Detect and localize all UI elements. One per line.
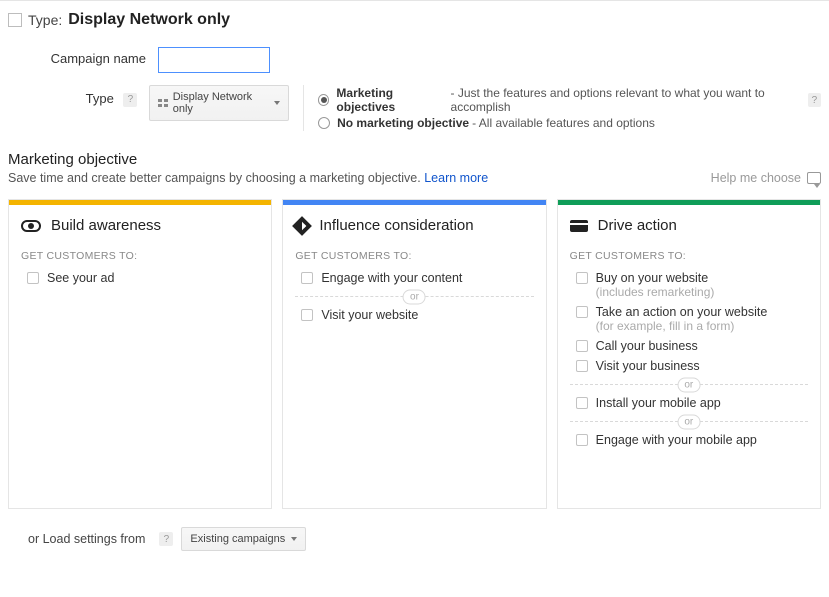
card-title: Build awareness	[51, 217, 161, 234]
page: Type: Display Network only Campaign name…	[0, 0, 829, 565]
card-subheading: GET CUSTOMERS TO:	[283, 244, 545, 268]
radio1-label: Marketing objectives	[336, 86, 447, 114]
objective-option[interactable]: Visit your website	[283, 305, 545, 325]
objective-card: Influence consideration GET CUSTOMERS TO:…	[282, 199, 546, 509]
eye-icon	[21, 220, 41, 232]
or-label: or	[677, 378, 700, 393]
checkbox[interactable]	[576, 397, 588, 409]
cc-icon	[570, 220, 588, 232]
objective-option[interactable]: Buy on your website (includes remarketin…	[558, 268, 820, 302]
objective-option-label: Call your business	[596, 339, 698, 353]
type-row: Type ? Display Network only Marketing ob…	[0, 77, 829, 137]
objective-option[interactable]: Engage with your mobile app	[558, 430, 820, 450]
checkbox[interactable]	[576, 340, 588, 352]
section-subtitle-wrap: Save time and create better campaigns by…	[8, 171, 488, 185]
checkbox[interactable]	[576, 434, 588, 446]
card-title: Drive action	[598, 217, 677, 234]
radio-marketing-objectives-row[interactable]: Marketing objectives - Just the features…	[318, 85, 821, 115]
existing-campaigns-dropdown[interactable]: Existing campaigns	[181, 527, 306, 551]
objective-option-label: Take an action on your website (for exam…	[596, 305, 768, 333]
load-settings-row: or Load settings from ? Existing campaig…	[0, 509, 829, 565]
diamond-icon	[292, 216, 312, 236]
grid-icon	[158, 99, 167, 107]
campaign-name-row: Campaign name	[0, 43, 829, 77]
objective-card: Build awareness GET CUSTOMERS TO: See your…	[8, 199, 272, 509]
existing-campaigns-label: Existing campaigns	[190, 533, 285, 545]
chevron-down-icon	[274, 101, 280, 105]
radio2-sub: - All available features and options	[472, 116, 655, 130]
type-label: Type ?	[8, 85, 149, 107]
objective-option[interactable]: Engage with your content	[283, 268, 545, 288]
marketing-objective-section: Marketing objective Save time and create…	[0, 137, 829, 191]
objective-option-label: Install your mobile app	[596, 396, 721, 410]
objective-option-label: Visit your website	[321, 308, 418, 322]
header-row: Type: Display Network only	[0, 1, 829, 43]
objective-option-label: Engage with your mobile app	[596, 433, 757, 447]
objective-option[interactable]: Visit your business	[558, 356, 820, 376]
layout-icon	[8, 13, 22, 27]
or-label: or	[403, 290, 426, 305]
checkbox[interactable]	[576, 272, 588, 284]
radio-marketing-objectives[interactable]	[318, 94, 329, 106]
or-divider: or	[295, 296, 533, 297]
objective-option[interactable]: Install your mobile app	[558, 393, 820, 413]
campaign-name-input[interactable]	[158, 47, 270, 73]
learn-more-link[interactable]: Learn more	[424, 171, 488, 185]
help-me-choose[interactable]: Help me choose	[711, 171, 821, 185]
section-title: Marketing objective	[8, 151, 821, 168]
type-label-text: Type	[86, 91, 114, 106]
campaign-name-label: Campaign name	[8, 47, 158, 66]
card-header: Drive action	[558, 205, 820, 244]
card-subheading: GET CUSTOMERS TO:	[9, 244, 271, 268]
checkbox[interactable]	[576, 306, 588, 318]
card-header: Influence consideration	[283, 205, 545, 244]
help-icon[interactable]: ?	[808, 93, 821, 107]
help-icon[interactable]: ?	[123, 93, 137, 107]
objective-option[interactable]: See your ad	[9, 268, 271, 288]
or-divider: or	[570, 384, 808, 385]
objective-option-label: See your ad	[47, 271, 114, 285]
card-title: Influence consideration	[319, 217, 473, 234]
or-divider: or	[570, 421, 808, 422]
or-label: or	[677, 415, 700, 430]
objective-card: Drive action GET CUSTOMERS TO: Buy on your…	[557, 199, 821, 509]
speech-icon	[807, 172, 821, 184]
checkbox[interactable]	[301, 309, 313, 321]
checkbox[interactable]	[576, 360, 588, 372]
load-settings-label: or Load settings from	[28, 532, 145, 546]
objective-option-sublabel: (includes remarketing)	[596, 285, 715, 299]
help-icon[interactable]: ?	[159, 532, 173, 546]
section-sub-row: Save time and create better campaigns by…	[8, 171, 821, 185]
section-subtitle: Save time and create better campaigns by…	[8, 171, 421, 185]
radio2-label: No marketing objective	[337, 116, 469, 130]
objective-option-label: Engage with your content	[321, 271, 462, 285]
card-subheading: GET CUSTOMERS TO:	[558, 244, 820, 268]
objective-option[interactable]: Call your business	[558, 336, 820, 356]
objective-option[interactable]: Take an action on your website (for exam…	[558, 302, 820, 336]
checkbox[interactable]	[27, 272, 39, 284]
objective-cards: Build awareness GET CUSTOMERS TO: See your…	[0, 191, 829, 509]
objective-option-sublabel: (for example, fill in a form)	[596, 319, 768, 333]
radio-no-objective[interactable]	[318, 117, 330, 129]
type-dropdown-label: Display Network only	[173, 91, 268, 115]
checkbox[interactable]	[301, 272, 313, 284]
help-me-choose-label: Help me choose	[711, 171, 801, 185]
card-header: Build awareness	[9, 205, 271, 244]
header-type-value: Display Network only	[68, 11, 230, 29]
objective-mode-radios: Marketing objectives - Just the features…	[303, 85, 821, 131]
radio1-sub: - Just the features and options relevant…	[451, 86, 804, 114]
objective-option-label: Buy on your website (includes remarketin…	[596, 271, 715, 299]
objective-option-label: Visit your business	[596, 359, 700, 373]
type-dropdown-button[interactable]: Display Network only	[149, 85, 289, 121]
radio-no-objective-row[interactable]: No marketing objective - All available f…	[318, 115, 821, 131]
chevron-down-icon	[291, 537, 297, 541]
header-type-label: Type:	[28, 12, 62, 28]
